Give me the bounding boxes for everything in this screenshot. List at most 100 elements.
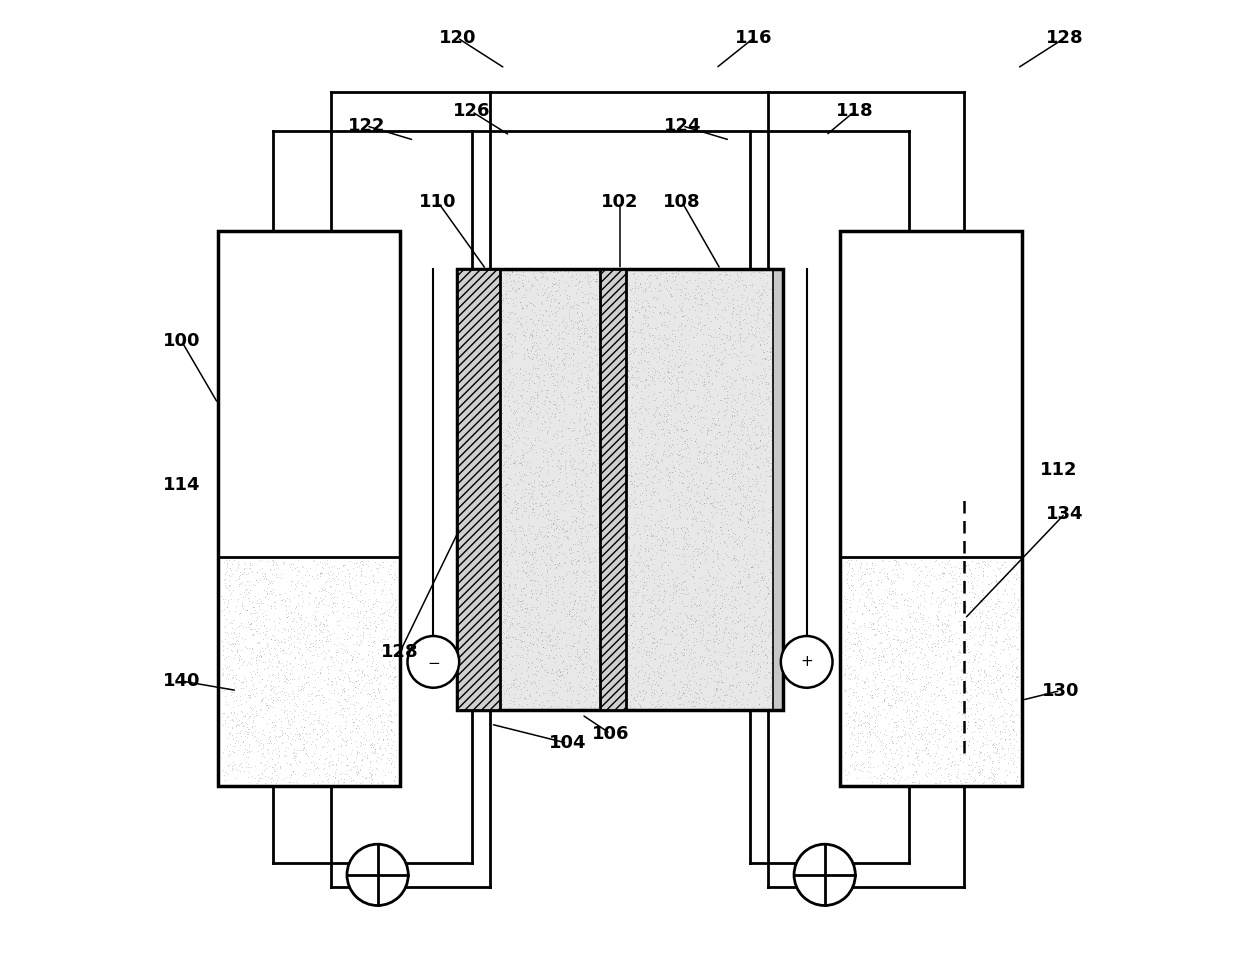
Point	[485, 277, 505, 293]
Point	[766, 686, 786, 702]
Point	[748, 666, 768, 682]
Point	[491, 313, 511, 328]
Point	[715, 301, 735, 317]
Point	[663, 274, 683, 289]
Point	[724, 408, 744, 423]
Point	[289, 640, 309, 656]
Point	[670, 690, 689, 706]
Point	[477, 598, 497, 613]
Point	[599, 274, 619, 289]
Point	[471, 600, 491, 615]
Point	[697, 424, 717, 440]
Point	[670, 357, 689, 372]
Point	[634, 630, 653, 645]
Point	[755, 687, 775, 703]
Point	[639, 327, 658, 343]
Point	[238, 614, 258, 630]
Point	[639, 643, 658, 659]
Point	[536, 578, 556, 593]
Point	[347, 628, 367, 643]
Point	[889, 556, 909, 571]
Point	[1003, 722, 1023, 737]
Point	[725, 552, 745, 567]
Point	[583, 350, 603, 366]
Point	[618, 664, 637, 680]
Point	[675, 307, 694, 323]
Point	[464, 360, 484, 375]
Point	[485, 404, 505, 420]
Point	[691, 467, 711, 482]
Point	[652, 419, 672, 434]
Point	[357, 668, 377, 684]
Point	[694, 444, 714, 460]
Point	[848, 572, 868, 588]
Point	[631, 648, 651, 663]
Point	[653, 306, 673, 322]
Point	[469, 480, 489, 495]
Point	[769, 663, 789, 679]
Point	[456, 454, 476, 469]
Point	[215, 683, 234, 698]
Point	[510, 593, 529, 609]
Point	[289, 610, 309, 625]
Point	[875, 750, 895, 765]
Point	[577, 286, 596, 301]
Point	[570, 367, 590, 382]
Point	[520, 398, 539, 414]
Point	[335, 638, 355, 654]
Point	[611, 441, 631, 456]
Point	[722, 277, 742, 293]
Point	[621, 465, 641, 480]
Point	[759, 306, 779, 322]
Point	[941, 758, 961, 774]
Point	[379, 639, 399, 655]
Point	[511, 649, 531, 664]
Point	[372, 583, 392, 598]
Point	[681, 645, 701, 660]
Point	[557, 318, 577, 333]
Point	[733, 419, 753, 434]
Point	[527, 420, 547, 436]
Point	[505, 365, 525, 380]
Point	[212, 666, 232, 682]
Point	[283, 620, 303, 636]
Point	[536, 511, 556, 526]
Point	[768, 314, 787, 329]
Point	[676, 355, 696, 371]
Point	[910, 707, 930, 722]
Point	[464, 401, 484, 417]
Point	[520, 522, 539, 538]
Point	[463, 306, 482, 322]
Point	[578, 372, 598, 388]
Point	[738, 290, 758, 305]
Point	[543, 681, 563, 696]
Point	[937, 612, 957, 628]
Point	[467, 396, 487, 411]
Point	[652, 500, 672, 516]
Point	[635, 541, 655, 557]
Point	[567, 510, 587, 525]
Point	[487, 363, 507, 378]
Point	[618, 672, 637, 687]
Point	[691, 288, 711, 303]
Point	[644, 469, 663, 485]
Point	[322, 650, 342, 665]
Point	[479, 556, 498, 571]
Point	[692, 569, 712, 585]
Point	[549, 276, 569, 291]
Point	[559, 542, 579, 558]
Point	[522, 622, 542, 637]
Point	[567, 460, 587, 475]
Point	[544, 271, 564, 286]
Point	[973, 753, 993, 768]
Point	[587, 355, 606, 371]
Point	[373, 606, 393, 621]
Point	[756, 411, 776, 426]
Point	[604, 564, 624, 580]
Point	[728, 269, 748, 284]
Point	[367, 755, 387, 770]
Point	[575, 427, 595, 443]
Point	[932, 568, 952, 584]
Point	[508, 281, 528, 297]
Point	[596, 544, 616, 560]
